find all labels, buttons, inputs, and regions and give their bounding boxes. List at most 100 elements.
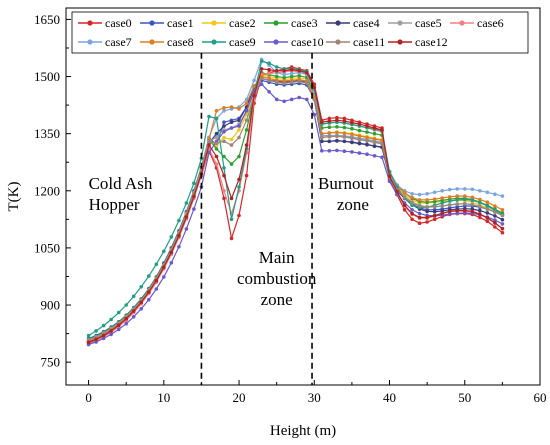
data-point xyxy=(222,173,226,178)
data-point xyxy=(372,137,377,141)
data-point xyxy=(463,187,467,191)
data-point xyxy=(207,143,211,147)
data-point xyxy=(214,154,219,159)
data-point xyxy=(214,109,219,113)
data-point xyxy=(410,201,414,205)
legend-box xyxy=(71,11,529,54)
data-point xyxy=(485,219,490,224)
series-line-case11 xyxy=(88,77,503,343)
data-point xyxy=(222,109,226,113)
data-point xyxy=(222,106,226,110)
data-point xyxy=(244,143,249,147)
data-point xyxy=(335,130,339,135)
data-point xyxy=(229,236,234,241)
data-point xyxy=(244,128,249,132)
data-point xyxy=(342,149,347,153)
data-point xyxy=(500,208,505,212)
data-point xyxy=(252,93,256,98)
data-point xyxy=(327,116,332,121)
data-point xyxy=(500,213,505,218)
data-point xyxy=(432,205,437,209)
data-point xyxy=(147,290,151,294)
data-point xyxy=(485,204,490,208)
data-point xyxy=(169,250,174,255)
data-point xyxy=(357,151,362,155)
data-point xyxy=(154,278,159,283)
x-tick-label: 60 xyxy=(534,390,547,405)
data-point xyxy=(463,197,467,202)
data-point xyxy=(485,207,490,211)
data-point xyxy=(425,198,429,202)
data-point xyxy=(500,230,505,235)
data-point xyxy=(380,138,384,143)
data-point xyxy=(478,215,482,220)
data-point xyxy=(94,337,98,342)
data-point xyxy=(357,122,362,126)
data-point xyxy=(327,131,332,135)
data-point xyxy=(214,141,219,145)
data-point xyxy=(335,139,339,143)
legend-label-case0: case0 xyxy=(105,16,132,30)
series-layer xyxy=(86,57,505,347)
data-point xyxy=(485,216,490,220)
data-point xyxy=(177,233,181,238)
data-point xyxy=(350,150,354,154)
series-line-case6 xyxy=(88,70,503,345)
data-point xyxy=(109,317,113,322)
data-point xyxy=(372,154,377,158)
data-point xyxy=(252,78,256,83)
data-point xyxy=(500,217,505,222)
data-point xyxy=(493,192,497,196)
data-point xyxy=(470,198,475,203)
data-point xyxy=(380,142,384,146)
data-point xyxy=(335,148,339,153)
data-point xyxy=(440,201,445,205)
x-tick-label: 10 xyxy=(157,390,170,405)
data-point xyxy=(177,245,181,249)
data-point xyxy=(500,194,505,198)
data-point xyxy=(274,65,279,69)
data-point xyxy=(425,192,429,196)
y-tick-label: 1650 xyxy=(34,12,60,27)
data-point xyxy=(432,217,437,222)
y-tick-label: 1350 xyxy=(34,126,60,141)
data-point xyxy=(342,139,347,144)
data-point xyxy=(162,265,166,270)
data-point xyxy=(244,101,249,105)
data-point xyxy=(116,327,121,332)
data-point xyxy=(463,201,467,206)
data-point xyxy=(417,204,422,208)
data-point xyxy=(177,218,181,223)
data-point xyxy=(327,125,332,129)
legend-label-case7: case7 xyxy=(105,35,132,49)
data-point xyxy=(372,126,377,130)
data-point xyxy=(357,138,362,142)
data-point xyxy=(259,59,264,64)
data-point xyxy=(335,118,339,123)
data-point xyxy=(267,61,271,65)
data-point xyxy=(455,208,460,213)
data-point xyxy=(320,149,324,153)
data-point xyxy=(244,109,249,113)
data-point xyxy=(478,212,482,216)
data-point xyxy=(410,217,414,222)
series-line-case8 xyxy=(88,75,503,342)
data-point xyxy=(222,154,226,159)
data-point xyxy=(357,134,362,138)
data-point xyxy=(267,90,271,94)
data-point xyxy=(305,81,309,85)
data-point xyxy=(440,204,445,208)
legend-marker xyxy=(149,39,155,45)
data-point xyxy=(357,141,362,146)
data-point xyxy=(432,190,437,195)
data-point xyxy=(109,329,113,333)
data-point xyxy=(447,209,452,214)
data-point xyxy=(342,119,347,123)
data-point xyxy=(101,333,106,338)
legend-label-case12: case12 xyxy=(415,35,448,49)
data-point xyxy=(244,118,249,123)
legend-marker xyxy=(211,39,217,45)
data-point xyxy=(327,134,332,139)
data-point xyxy=(365,124,369,128)
